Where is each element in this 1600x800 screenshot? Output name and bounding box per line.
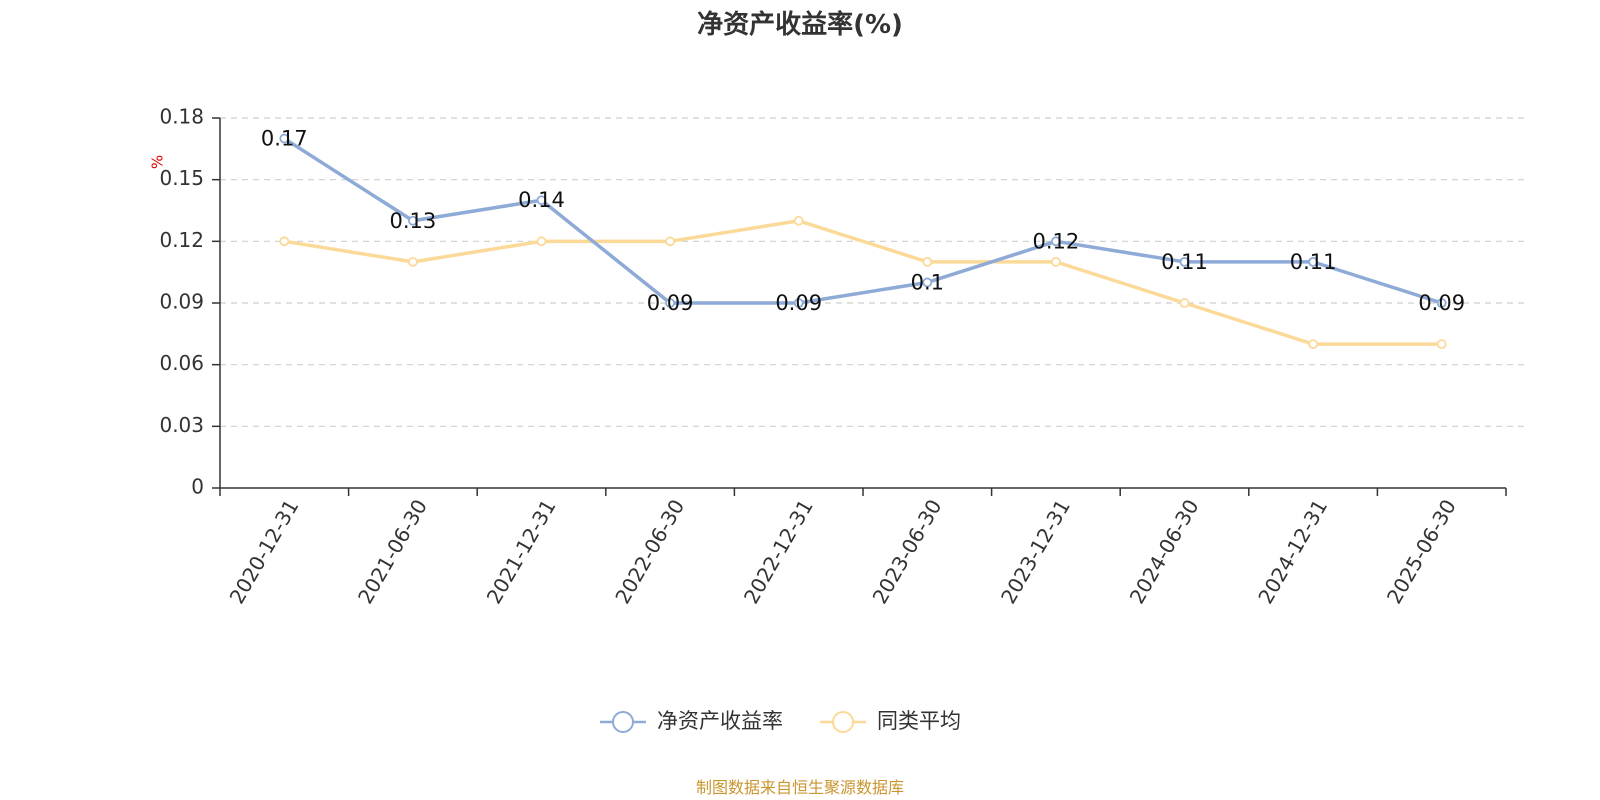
- series-1-point-5: [922, 256, 933, 267]
- data-labels: 0.17 0.13 0.14 0.09 0.09 0.1 0.12 0.11 0.11 0.09: [261, 127, 1465, 315]
- series-1-point-1: [407, 256, 418, 267]
- y-tick-label-0: 0: [191, 475, 204, 499]
- x-tick-label-7: 2024-06-30: [1125, 495, 1204, 608]
- data-label-0-8: 0.11: [1290, 250, 1337, 274]
- series-1-point-2: [536, 236, 547, 247]
- chart-title: 净资产收益率(%): [697, 9, 903, 40]
- series-1-point-8: [1308, 339, 1318, 350]
- data-label-0-6: 0.12: [1033, 229, 1080, 253]
- y-tick-label-6: 0.18: [159, 105, 204, 129]
- x-tick-label-0: 2020-12-31: [224, 495, 303, 608]
- y-tick-label-5: 0.15: [159, 166, 204, 190]
- legend-item-0[interactable]: 净资产收益率: [600, 709, 783, 733]
- series-0-point-5: [922, 277, 933, 288]
- series-0-point-7: [1179, 256, 1190, 267]
- x-tick-label-4: 2022-12-31: [739, 495, 818, 608]
- y-tick-label-4: 0.12: [159, 228, 204, 252]
- legend-marker-0: [612, 711, 634, 733]
- series-0-point-1: [407, 215, 418, 226]
- series-1-point-6: [1051, 256, 1061, 267]
- y-tick-label-3: 0.09: [159, 290, 204, 314]
- series-0-line: [283, 137, 1443, 305]
- series-0-point-6: [1051, 236, 1061, 247]
- x-axis-ticks: 2020-12-31 2021-06-30 2021-12-31 2022-06-30…: [219, 488, 1507, 608]
- data-label-0-3: 0.09: [647, 291, 694, 315]
- series-1-point-9: [1436, 339, 1447, 350]
- legend-item-1[interactable]: 同类平均: [820, 709, 961, 733]
- legend-marker-1: [832, 711, 854, 733]
- series-1-point-7: [1179, 298, 1190, 308]
- x-tick-label-2: 2021-12-31: [482, 495, 561, 608]
- series-1-point-3: [665, 236, 675, 247]
- series-0-point-8: [1308, 256, 1318, 267]
- data-label-0-0: 0.17: [261, 127, 308, 151]
- x-tick-label-5: 2023-06-30: [867, 495, 946, 608]
- series-0-point-3: [665, 298, 675, 308]
- series-0-point-9: [1436, 298, 1447, 308]
- x-tick-label-1: 2021-06-30: [353, 495, 432, 608]
- series-0-point-0: [279, 133, 290, 144]
- data-label-0-9: 0.09: [1418, 291, 1465, 315]
- data-label-0-1: 0.13: [390, 209, 437, 233]
- x-tick-label-9: 2025-06-30: [1382, 495, 1461, 608]
- y-axis-ticks: 0 0.03 0.06 0.09 0.12 0.15 0.18: [159, 105, 220, 499]
- source-note: 制图数据来自恒生聚源数据库: [696, 778, 904, 797]
- series-layer: [279, 133, 1447, 350]
- y-tick-label-2: 0.06: [159, 351, 204, 375]
- series-1-line: [284, 219, 1442, 346]
- data-label-0-5: 0.1: [911, 270, 944, 294]
- grid-lines: [220, 117, 1526, 427]
- legend-label-0: 净资产收益率: [657, 709, 783, 733]
- legend: 净资产收益率 同类平均: [600, 709, 961, 733]
- data-label-0-7: 0.11: [1161, 250, 1208, 274]
- series-1: [279, 215, 1447, 350]
- series-0: [279, 133, 1447, 308]
- series-0-point-4: [793, 298, 804, 308]
- legend-label-1: 同类平均: [877, 709, 961, 733]
- y-axis-unit: %: [149, 155, 167, 169]
- y-tick-label-1: 0.03: [159, 413, 204, 437]
- data-label-0-4: 0.09: [775, 291, 822, 315]
- x-tick-label-6: 2023-12-31: [996, 495, 1075, 608]
- data-label-0-2: 0.14: [518, 188, 565, 212]
- x-tick-label-8: 2024-12-31: [1253, 495, 1332, 608]
- series-1-point-0: [279, 236, 290, 247]
- x-tick-label-3: 2022-06-30: [610, 495, 689, 608]
- series-1-point-4: [793, 215, 804, 226]
- series-0-point-2: [536, 195, 547, 206]
